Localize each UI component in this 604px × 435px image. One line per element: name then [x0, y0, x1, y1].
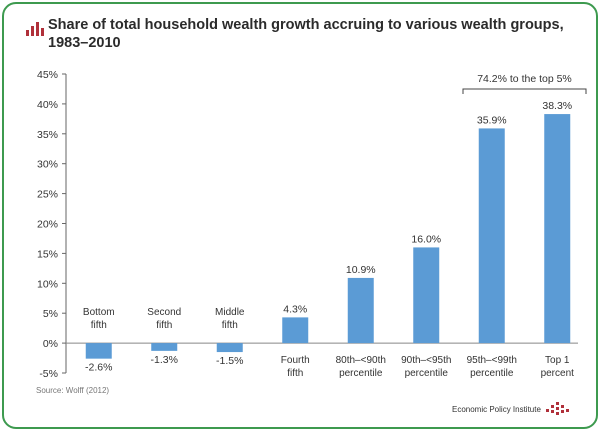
category-label: Middle [215, 307, 245, 318]
category-label: fifth [287, 368, 303, 379]
bar [85, 343, 112, 359]
publisher-name: Economic Policy Institute [452, 405, 541, 414]
y-tick-label: 10% [37, 278, 58, 290]
y-tick-label: 15% [37, 248, 58, 260]
data-label: 16.0% [411, 233, 441, 245]
category-label: percentile [339, 368, 383, 379]
data-label: 4.3% [283, 303, 307, 315]
annotation-label: 74.2% to the top 5% [477, 73, 572, 85]
y-tick-label: 30% [37, 159, 58, 171]
bar [347, 277, 374, 344]
category-label: 95th–<99th [467, 355, 517, 366]
y-tick-label: 25% [37, 189, 58, 201]
data-label: 10.9% [346, 264, 376, 276]
category-label: Top 1 [545, 355, 570, 366]
bar [413, 247, 440, 344]
data-label: 35.9% [477, 114, 507, 126]
category-label: fifth [156, 320, 172, 331]
bar-chart-icon [26, 22, 44, 36]
epi-logo-icon [546, 402, 569, 415]
bar [216, 343, 243, 353]
chart-title: Share of total household wealth growth a… [48, 17, 564, 51]
annotation-bracket [462, 88, 587, 94]
data-label: 38.3% [542, 100, 572, 112]
y-tick-label: 45% [37, 69, 58, 81]
category-label: percent [541, 368, 575, 379]
data-label: -2.6% [85, 362, 112, 374]
source-note: Source: Wolff (2012) [36, 386, 110, 395]
y-tick-label: -5% [39, 368, 58, 380]
bar [151, 343, 178, 351]
bar [282, 317, 309, 344]
bar [478, 128, 505, 344]
y-tick-label: 35% [37, 129, 58, 141]
data-label: -1.5% [216, 355, 243, 367]
category-label: fifth [91, 320, 107, 331]
category-label: Fourth [281, 355, 310, 366]
category-label: 80th–<90th [336, 355, 386, 366]
data-label: -1.3% [151, 354, 178, 366]
category-label: percentile [470, 368, 514, 379]
category-label: Second [147, 307, 181, 318]
y-tick-label: 0% [43, 338, 58, 350]
y-tick-label: 5% [43, 308, 58, 320]
category-label: percentile [405, 368, 449, 379]
category-label: Bottom [83, 307, 115, 318]
y-tick-label: 40% [37, 99, 58, 111]
y-tick-label: 20% [37, 219, 58, 231]
bar [544, 114, 571, 344]
category-label: 90th–<95th [401, 355, 451, 366]
category-label: fifth [222, 320, 238, 331]
